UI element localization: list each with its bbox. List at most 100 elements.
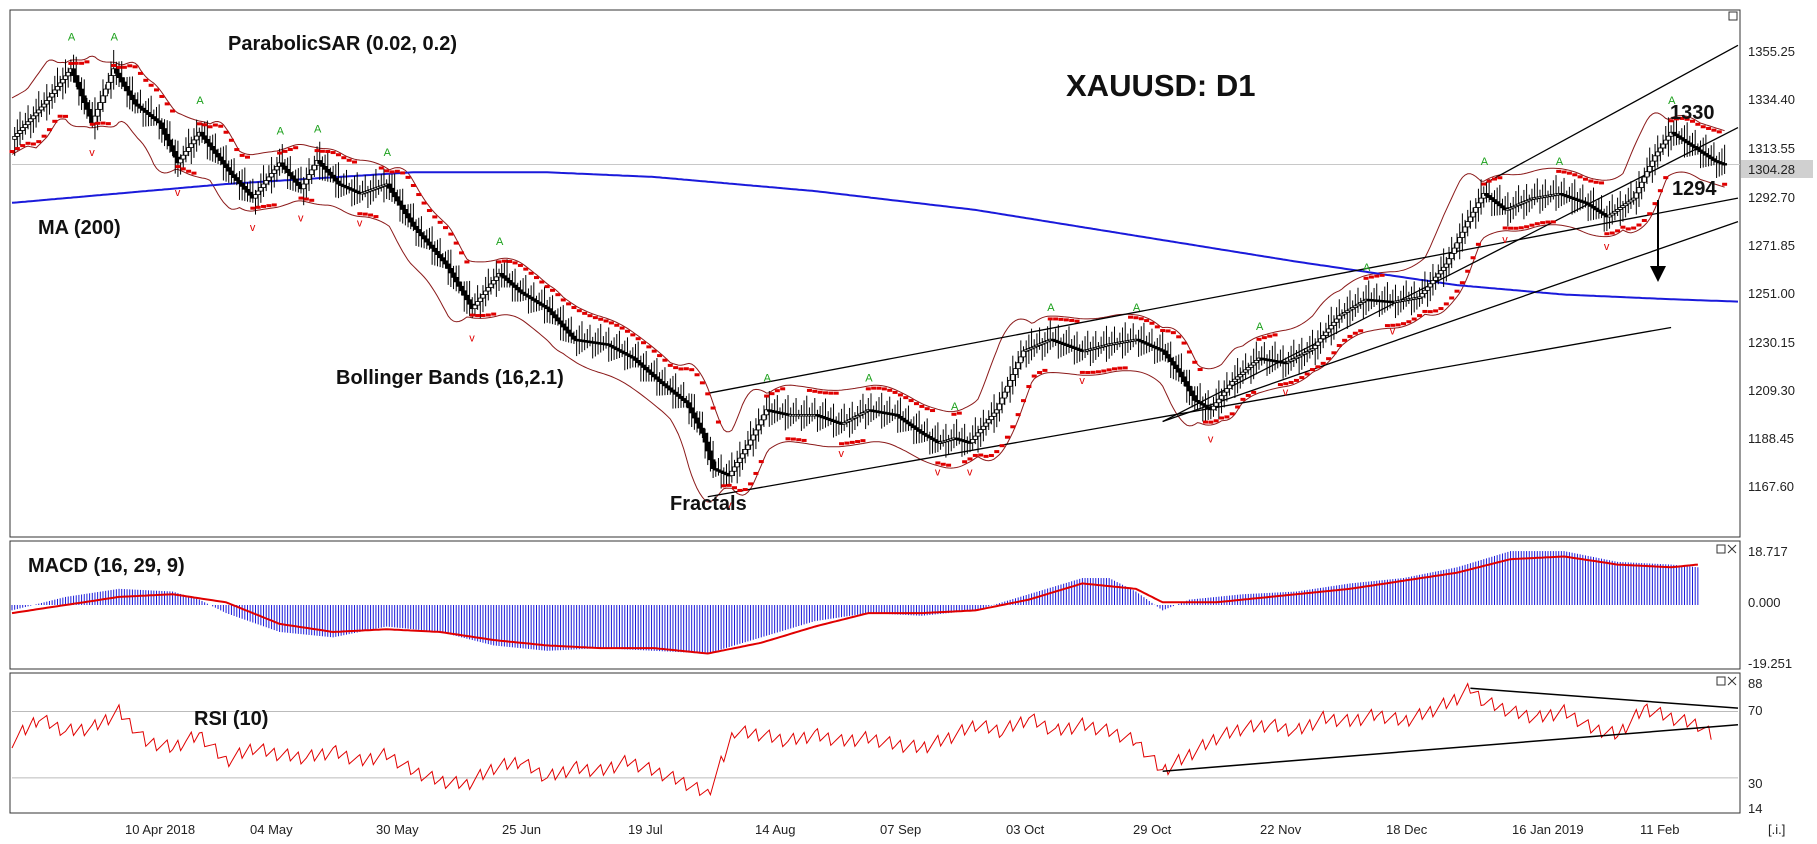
candle-body [207, 142, 213, 147]
sar-dot [186, 169, 192, 173]
price-panel-maximize-icon[interactable] [1728, 11, 1738, 21]
candle-body [1031, 345, 1037, 349]
sar-dot [710, 406, 716, 410]
sar-dot [1074, 319, 1080, 323]
sar-dot [587, 314, 593, 318]
sar-dot [244, 155, 250, 159]
candle-body [1326, 328, 1331, 333]
sar-dot [287, 147, 293, 151]
sar-dot [849, 440, 855, 444]
sar-dot [1245, 393, 1251, 397]
sar-dot [1251, 390, 1257, 394]
sar-dot [1513, 226, 1519, 230]
sar-dot [373, 215, 379, 219]
candle-body [1029, 347, 1034, 350]
sar-dot [1347, 334, 1353, 338]
candle-body [855, 415, 861, 418]
candle-body [980, 425, 986, 430]
candle-body [536, 301, 542, 305]
candle-body [1181, 376, 1187, 382]
candle-body [170, 145, 175, 152]
sar-dot [378, 166, 384, 170]
candle-body [635, 359, 641, 364]
candle-body [924, 434, 930, 437]
candle-body [108, 75, 114, 83]
sar-dot [164, 102, 170, 106]
candle-body [210, 145, 216, 151]
candle-body [445, 263, 451, 269]
fractal-down-mark: v [967, 467, 973, 479]
candle-body [681, 398, 687, 402]
candle-body [488, 283, 494, 288]
candle-body [92, 115, 98, 124]
candle-body [405, 213, 411, 219]
candle-body [124, 86, 130, 92]
candle-body [617, 349, 622, 352]
candle-body [1235, 376, 1240, 380]
candle-body [700, 427, 705, 434]
candle-body [1585, 202, 1591, 205]
candle-body [1253, 359, 1259, 364]
candle-body [1176, 368, 1182, 373]
sar-dot [1422, 309, 1428, 313]
sar-dot [89, 122, 95, 126]
sar-dot [105, 122, 111, 126]
sar-dot [469, 313, 475, 317]
sar-dot [764, 394, 770, 398]
candle-body [1216, 398, 1222, 404]
candle-body [630, 356, 636, 359]
candle-body [627, 354, 633, 358]
candle-body [1045, 340, 1050, 343]
candle-body [255, 190, 261, 196]
candle-body [413, 225, 419, 230]
candle-body [499, 272, 505, 277]
candle-body [724, 472, 729, 476]
candle-body [22, 124, 28, 128]
candle-body [303, 178, 309, 185]
sar-dot [988, 454, 994, 458]
candle-body [1187, 385, 1192, 392]
candle-body [274, 165, 280, 171]
candle-body [151, 116, 157, 120]
candle-body [1666, 135, 1671, 141]
sar-dot [560, 298, 566, 302]
candle-body [263, 180, 269, 185]
candle-body [333, 177, 339, 182]
candle-body [675, 393, 681, 397]
candle-body [103, 88, 109, 97]
info-button[interactable]: [.i.] [1768, 822, 1785, 837]
last-price-label: 1304.28 [1748, 162, 1795, 177]
rsi-panel-maximize-icon[interactable] [1716, 676, 1726, 686]
candle-body [218, 156, 224, 161]
candle-body [919, 431, 925, 434]
date-tick: 19 Jul [628, 822, 663, 837]
candle-body [97, 102, 103, 110]
candle-body [563, 326, 569, 331]
candle-body [1248, 364, 1254, 368]
candle-body [1628, 199, 1634, 203]
candle-body [1173, 364, 1179, 370]
candle-body [1141, 341, 1147, 344]
sar-dot [1647, 212, 1653, 216]
sar-dot [464, 260, 470, 264]
sar-dot [1213, 419, 1219, 423]
sar-dot [496, 260, 502, 264]
rsi-panel-close-icon[interactable] [1727, 676, 1737, 686]
sar-dot [646, 345, 652, 349]
sar-dot [1235, 405, 1241, 409]
sar-dot [1315, 365, 1321, 369]
fractal-up-mark: A [1481, 156, 1489, 168]
candle-body [47, 96, 52, 101]
sar-dot [630, 333, 636, 337]
macd-panel-maximize-icon[interactable] [1716, 544, 1726, 554]
chart-title: XAUUSD: D1 [1066, 68, 1255, 103]
candle-body [665, 385, 671, 389]
macd-panel-close-icon[interactable] [1727, 544, 1737, 554]
rsi-tick: 30 [1748, 776, 1762, 791]
candle-body [1516, 203, 1521, 206]
candle-body [1607, 214, 1612, 218]
candle-body [748, 439, 753, 446]
candle-body [1157, 348, 1163, 351]
sar-dot [1170, 331, 1176, 335]
